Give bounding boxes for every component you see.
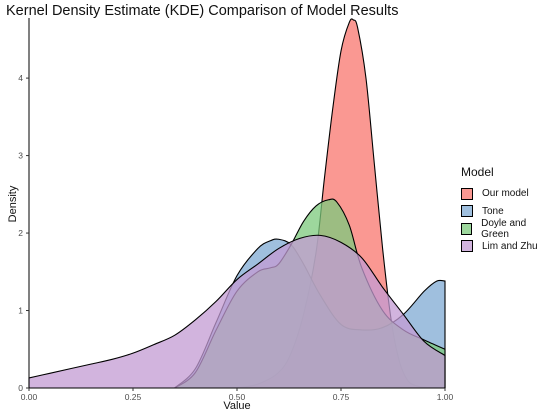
legend-item-doyle-and-green: Doyle and Green: [461, 217, 550, 240]
density-area-lim-and-zhu: [28, 234, 446, 389]
x-tick-label: 1.00: [437, 392, 454, 402]
legend-swatch: [461, 187, 473, 200]
legend-item-lim-and-zhu: Lim and Zhu: [461, 238, 550, 256]
legend-label: Our model: [482, 188, 529, 200]
legend-label: Doyle and Green: [481, 217, 527, 240]
x-tick-label: 0.25: [125, 392, 142, 402]
x-tick-label: 0.75: [333, 392, 350, 402]
legend-item-our-model: Our model: [461, 185, 550, 203]
y-tick-label: 1: [18, 306, 23, 316]
legend-item-tone: Tone: [461, 203, 550, 221]
x-tick-label: 0.00: [21, 392, 38, 402]
y-tick-label: 2: [18, 228, 23, 238]
legend: Model Our model Tone Doyle and Green Lim…: [461, 165, 550, 255]
y-tick-label: 3: [18, 151, 23, 161]
legend-label: Lim and Zhu: [482, 240, 538, 252]
legend-swatch: [461, 222, 473, 235]
y-axis-title: Density: [7, 185, 19, 222]
legend-swatch: [461, 205, 473, 218]
y-tick-label: 0: [18, 383, 23, 393]
x-axis-title: Value: [223, 400, 250, 412]
legend-label: Tone: [482, 205, 504, 217]
legend-swatch: [461, 240, 473, 253]
y-tick-label: 4: [18, 73, 23, 83]
x-tick-label: 0.50: [229, 392, 246, 402]
chart-title: Kernel Density Estimate (KDE) Comparison…: [6, 3, 399, 19]
legend-title: Model: [461, 165, 494, 179]
